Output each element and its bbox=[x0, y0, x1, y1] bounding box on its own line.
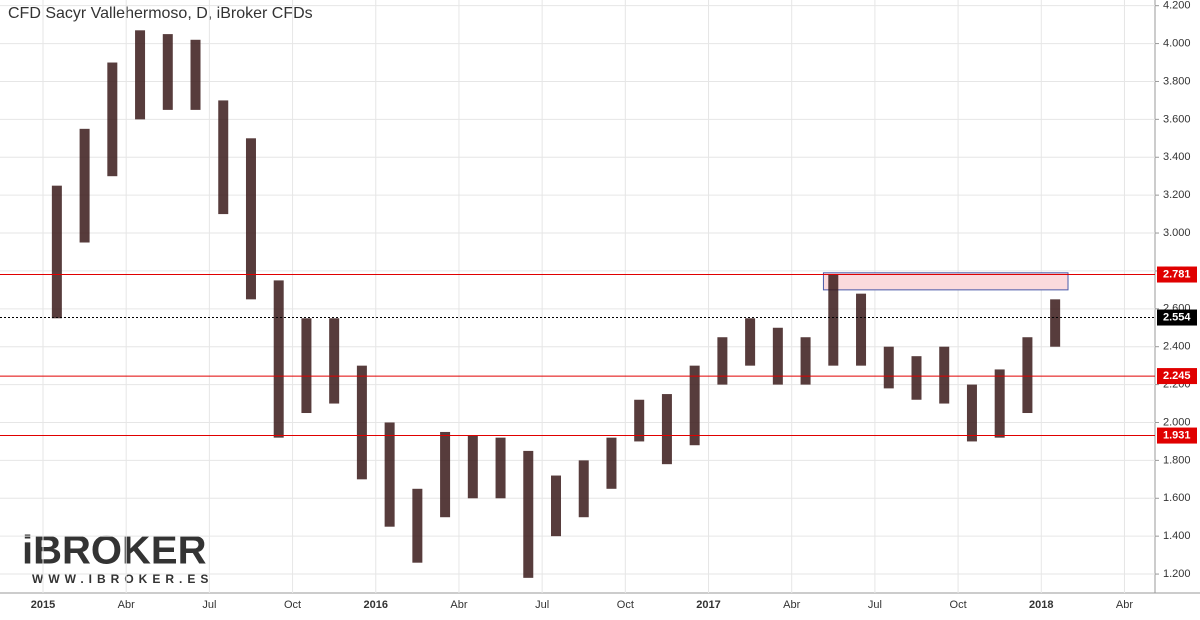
x-tick-label: Abr bbox=[118, 599, 135, 611]
level-label: 2.554 bbox=[1163, 311, 1191, 323]
price-range bbox=[51, 185, 62, 319]
price-range bbox=[190, 39, 201, 110]
price-range bbox=[523, 450, 534, 578]
level-label-bg bbox=[1157, 266, 1197, 283]
price-range bbox=[606, 437, 617, 489]
x-tick-label: Jul bbox=[202, 599, 216, 611]
price-range bbox=[162, 34, 173, 110]
price-range bbox=[689, 365, 700, 446]
price-range bbox=[135, 30, 146, 120]
price-range bbox=[578, 460, 589, 518]
price-range bbox=[911, 356, 922, 400]
y-tick-label: 3.400 bbox=[1163, 151, 1191, 163]
price-range bbox=[745, 318, 756, 366]
x-tick-label: 2016 bbox=[364, 599, 388, 611]
price-range bbox=[661, 394, 672, 465]
price-range bbox=[79, 128, 90, 243]
price-range bbox=[966, 384, 977, 442]
x-tick-label: Abr bbox=[450, 599, 467, 611]
x-tick-label: Abr bbox=[783, 599, 800, 611]
y-tick-label: 4.200 bbox=[1163, 0, 1191, 12]
price-range bbox=[356, 365, 367, 480]
y-tick-label: 3.000 bbox=[1163, 227, 1191, 239]
x-tick-label: Jul bbox=[868, 599, 882, 611]
y-tick-label: 2.400 bbox=[1163, 341, 1191, 353]
level-label: 2.781 bbox=[1163, 268, 1191, 280]
price-range bbox=[1050, 299, 1061, 347]
zone bbox=[822, 272, 1069, 291]
price-range bbox=[551, 475, 562, 537]
price-range bbox=[273, 280, 284, 438]
level-label-bg bbox=[1157, 309, 1197, 326]
x-tick-label: Jul bbox=[535, 599, 549, 611]
price-range bbox=[1022, 337, 1033, 414]
price-range bbox=[245, 138, 256, 300]
y-tick-label: 3.200 bbox=[1163, 189, 1191, 201]
logo-name: iBROKER bbox=[22, 529, 207, 573]
price-range bbox=[495, 437, 506, 499]
price-range bbox=[856, 293, 867, 366]
price-range bbox=[939, 346, 950, 404]
logo-url: WWW.IBROKER.ES bbox=[32, 572, 213, 586]
price-range bbox=[301, 318, 312, 414]
y-tick-label: 1.600 bbox=[1163, 492, 1191, 504]
price-range bbox=[883, 346, 894, 389]
price-range bbox=[772, 327, 783, 385]
price-range bbox=[828, 274, 839, 366]
level-label: 2.245 bbox=[1163, 370, 1191, 382]
price-range bbox=[994, 369, 1005, 438]
x-tick-label: 2017 bbox=[696, 599, 720, 611]
x-tick-label: Oct bbox=[950, 599, 967, 611]
y-tick-label: 1.400 bbox=[1163, 530, 1191, 542]
y-tick-label: 2.000 bbox=[1163, 416, 1191, 428]
x-tick-label: Oct bbox=[617, 599, 634, 611]
price-range bbox=[467, 435, 478, 499]
y-tick-label: 1.800 bbox=[1163, 454, 1191, 466]
level-label-bg bbox=[1157, 368, 1197, 385]
price-range bbox=[384, 422, 395, 527]
price-range bbox=[717, 337, 728, 385]
x-tick-label: 2018 bbox=[1029, 599, 1053, 611]
y-tick-label: 4.000 bbox=[1163, 37, 1191, 49]
x-tick-label: Abr bbox=[1116, 599, 1133, 611]
chart-title: CFD Sacyr Vallehermoso, D, iBroker CFDs bbox=[8, 5, 313, 22]
price-range bbox=[329, 318, 340, 404]
price-range bbox=[800, 337, 811, 385]
y-tick-label: 3.600 bbox=[1163, 113, 1191, 125]
x-tick-label: 2015 bbox=[31, 599, 55, 611]
price-range bbox=[107, 62, 118, 177]
price-range bbox=[412, 488, 423, 563]
x-tick-label: Oct bbox=[284, 599, 301, 611]
level-label-bg bbox=[1157, 427, 1197, 444]
y-tick-label: 1.200 bbox=[1163, 568, 1191, 580]
price-range bbox=[440, 431, 451, 518]
price-range bbox=[634, 399, 645, 442]
price-range bbox=[218, 100, 229, 215]
level-label: 1.931 bbox=[1163, 429, 1191, 441]
y-tick-label: 3.800 bbox=[1163, 75, 1191, 87]
